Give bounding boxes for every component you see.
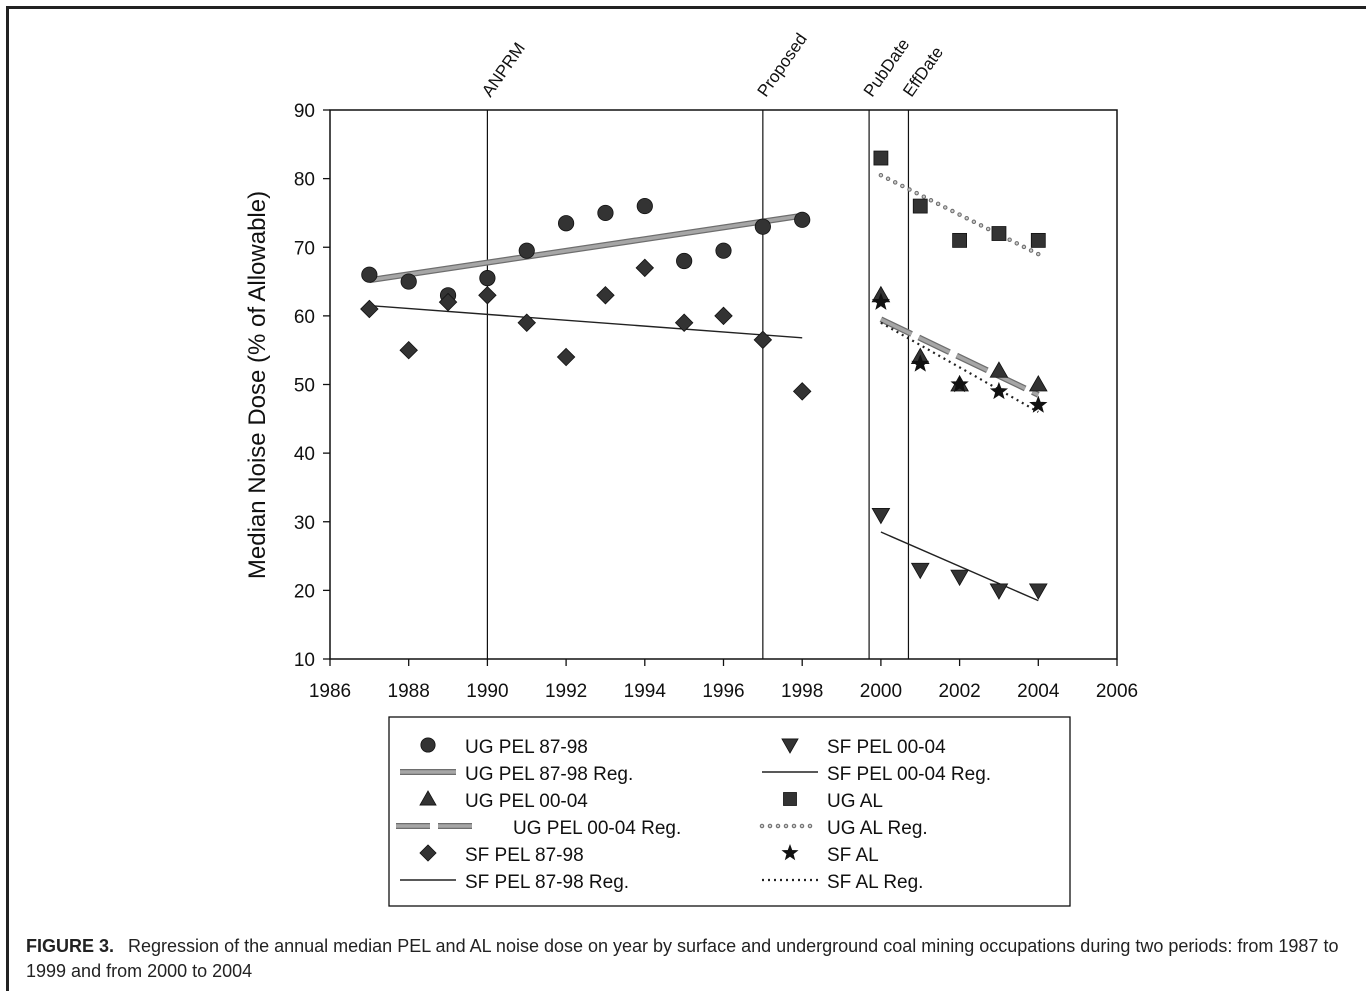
point-sf-al (911, 354, 930, 372)
point-ug-pel-87-98 (518, 242, 535, 259)
point-ug-pel-87-98 (754, 218, 771, 235)
y-tick-label: 10 (294, 650, 315, 671)
legend-label: UG PEL 00-04 (465, 791, 588, 812)
legend-label: UG PEL 87-98 Reg. (465, 764, 633, 785)
legend-label: UG AL Reg. (827, 818, 928, 839)
point-sf-pel-87-98 (517, 313, 536, 332)
y-tick-label: 90 (294, 101, 315, 122)
x-tick-label: 1988 (388, 681, 430, 702)
legend-label: SF PEL 00-04 Reg. (827, 764, 991, 785)
point-sf-al (1029, 395, 1048, 413)
legend-marker (419, 844, 437, 862)
point-ug-pel-87-98 (597, 204, 614, 222)
axes: 1986 1988 1990 1992 1994 1996 1998 2000 2002 2004… (294, 101, 1138, 702)
x-tick-label: 2002 (938, 681, 980, 702)
point-ug-al (952, 232, 967, 248)
point-ug-pel-87-98 (400, 273, 417, 290)
noise-dose-chart: 1986 1988 1990 1992 1994 1996 1998 2000 2002 2004… (244, 30, 1138, 907)
regression-ug-pel-00-04-reg (880, 317, 1040, 397)
y-tick-label: 60 (294, 307, 315, 328)
y-axis-label: Median Noise Dose (% of Allowable) (244, 191, 271, 579)
y-tick-label: 70 (294, 238, 315, 259)
legend-label: SF PEL 00-04 (827, 737, 946, 758)
legend-marker (420, 737, 436, 753)
x-tick-label: 1998 (781, 681, 823, 702)
point-ug-al (873, 150, 889, 166)
point-ug-al (991, 226, 1007, 241)
x-tick-label: 1992 (545, 681, 587, 702)
legend-marker (781, 844, 799, 861)
point-ug-pel-87-98 (636, 197, 653, 215)
point-sf-pel-00-04 (871, 507, 891, 525)
regression-lines (368, 172, 1041, 602)
point-sf-pel-87-98 (596, 286, 615, 305)
y-tick-label: 40 (294, 444, 315, 465)
point-sf-pel-87-98 (753, 330, 773, 350)
y-tick-label: 30 (294, 513, 315, 534)
point-sf-pel-00-04 (1028, 583, 1048, 600)
legend-box (388, 716, 1071, 907)
legend-label: SF AL Reg. (827, 872, 923, 893)
point-sf-pel-87-98 (556, 347, 576, 367)
point-sf-pel-00-04 (910, 562, 930, 580)
event-label: Proposed (754, 30, 811, 101)
point-sf-pel-87-98 (792, 382, 812, 401)
legend-label: SF PEL 87-98 Reg. (465, 872, 629, 893)
regression-sf-pel-00-04-reg (880, 531, 1039, 602)
point-sf-pel-87-98 (360, 299, 379, 319)
x-tick-label: 1994 (624, 681, 667, 702)
figure-frame (6, 6, 1366, 991)
legend-label: UG AL (827, 791, 883, 812)
regression-ug-al-reg (879, 173, 1040, 256)
point-sf-pel-87-98 (714, 306, 733, 326)
point-sf-pel-00-04 (950, 569, 969, 587)
point-ug-pel-00-04 (989, 361, 1009, 378)
y-tick-label: 20 (294, 581, 315, 602)
regression-sf-pel-87-98-reg (369, 304, 803, 339)
point-ug-pel-87-98 (557, 215, 575, 232)
point-sf-pel-87-98 (438, 292, 458, 312)
legend-label: SF PEL 87-98 (465, 845, 584, 866)
caption-label: FIGURE 3. (26, 936, 115, 956)
x-tick-label: 2006 (1096, 681, 1138, 702)
x-tick-label: 2000 (860, 681, 902, 702)
regression-ug-pel-87-98-reg (369, 213, 803, 282)
legend-label: SF AL (827, 845, 879, 866)
legend: UG PEL 87-98 UG PEL 87-98 Reg. UG PEL 00-0… (388, 716, 1071, 907)
point-sf-pel-87-98 (478, 286, 497, 305)
point-ug-al (1030, 232, 1046, 248)
data-points (360, 150, 1048, 600)
point-ug-pel-87-98 (676, 252, 693, 270)
point-ug-pel-87-98 (715, 242, 732, 259)
y-tick-label: 50 (294, 376, 315, 397)
point-ug-pel-87-98 (361, 266, 378, 283)
event-label: ANPRM (478, 39, 529, 100)
legend-marker (781, 738, 799, 754)
point-ug-pel-87-98 (794, 211, 811, 228)
legend-marker (783, 792, 797, 806)
figure-caption: FIGURE 3. Regression of the annual median… (26, 934, 1361, 984)
point-ug-al (912, 198, 928, 214)
point-sf-al (950, 374, 969, 393)
caption-text: Regression of the annual median PEL and … (26, 936, 1339, 981)
x-tick-label: 1996 (702, 681, 744, 702)
point-sf-al (871, 292, 891, 310)
point-sf-pel-00-04 (989, 583, 1009, 600)
x-tick-label: 2004 (1017, 681, 1060, 702)
legend-marker (419, 790, 437, 806)
x-tick-label: 1990 (466, 681, 508, 702)
point-ug-pel-00-04 (1028, 375, 1048, 392)
y-tick-label: 80 (294, 170, 315, 191)
point-sf-pel-87-98 (674, 313, 694, 332)
legend-label: UG PEL 87-98 (465, 737, 588, 758)
point-sf-pel-87-98 (399, 340, 418, 360)
point-ug-pel-87-98 (479, 270, 496, 287)
x-tick-label: 1986 (309, 681, 351, 702)
point-sf-al (989, 381, 1009, 400)
point-sf-pel-87-98 (635, 258, 655, 278)
regression-sf-al-reg (880, 321, 1039, 413)
legend-label: UG PEL 00-04 Reg. (513, 818, 681, 839)
